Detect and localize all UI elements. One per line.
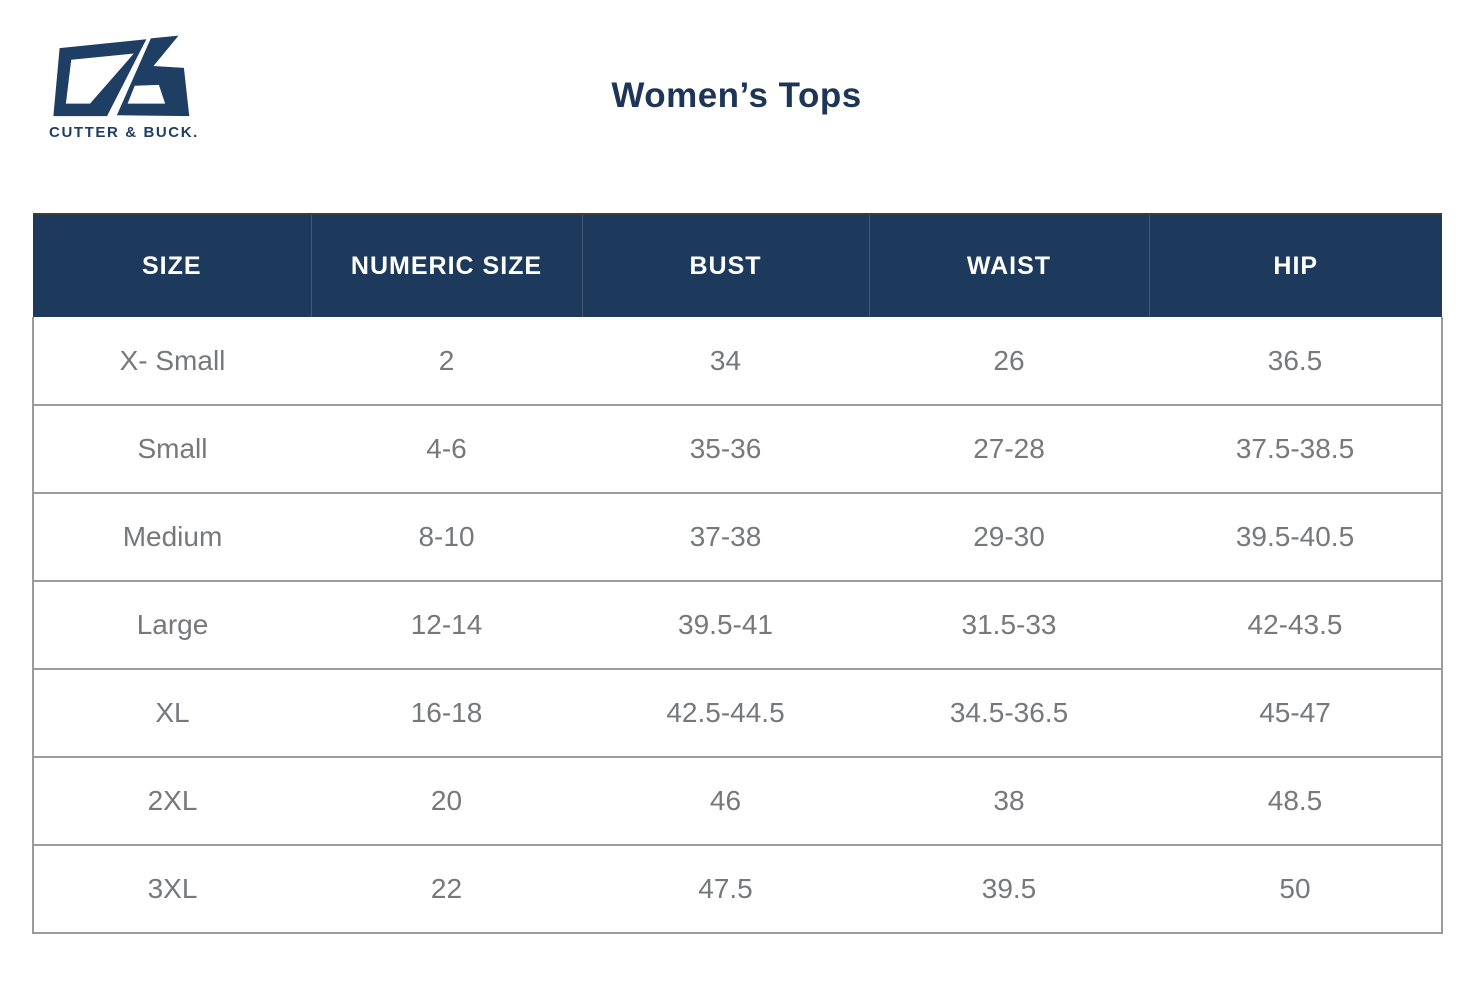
table-cell: 20 [311, 757, 582, 846]
table-cell: 29-30 [869, 493, 1149, 582]
table-cell: 46 [582, 757, 869, 846]
table-cell: 37-38 [582, 493, 869, 582]
table-cell: 4-6 [311, 405, 582, 494]
table-cell: Large [32, 581, 311, 670]
table-cell: 27-28 [869, 405, 1149, 494]
header-cell-numeric-size: NUMERIC SIZE [310, 213, 582, 317]
brand-logo: CUTTER & BUCK. [46, 30, 202, 141]
table-cell: 22 [311, 845, 582, 934]
header-cell-hip: HIP [1148, 213, 1442, 317]
table-cell: 8-10 [311, 493, 582, 582]
page-title: Women’s Tops [611, 76, 862, 115]
table-cell: XL [32, 669, 311, 758]
table-row: 3XL 22 47.5 39.5 50 [32, 845, 1443, 934]
table-cell: 38 [869, 757, 1149, 846]
table-cell: 39.5-41 [582, 581, 869, 670]
table-cell: 39.5-40.5 [1149, 493, 1443, 582]
table-header-row: SIZE NUMERIC SIZE BUST WAIST HIP [33, 213, 1442, 317]
table-cell: Small [32, 405, 311, 494]
cb-monogram-icon [53, 35, 190, 117]
table-cell: 26 [869, 317, 1149, 406]
table-cell: 47.5 [582, 845, 869, 934]
table-cell: 12-14 [311, 581, 582, 670]
table-cell: 2XL [32, 757, 311, 846]
table-cell: X- Small [32, 317, 311, 406]
table-body: X- Small 2 34 26 36.5 Small 4-6 35-36 27… [32, 317, 1443, 934]
table-cell: 34.5-36.5 [869, 669, 1149, 758]
table-cell: 48.5 [1149, 757, 1443, 846]
table-row: X- Small 2 34 26 36.5 [32, 317, 1443, 406]
brand-wordmark: CUTTER & BUCK. [49, 124, 199, 141]
table-cell: 37.5-38.5 [1149, 405, 1443, 494]
header-cell-size: SIZE [33, 213, 311, 317]
table-cell: 16-18 [311, 669, 582, 758]
table-row: Large 12-14 39.5-41 31.5-33 42-43.5 [32, 581, 1443, 670]
size-table: SIZE NUMERIC SIZE BUST WAIST HIP X- Smal… [32, 213, 1443, 934]
header-cell-waist: WAIST [868, 213, 1149, 317]
table-cell: 42-43.5 [1149, 581, 1443, 670]
table-cell: 35-36 [582, 405, 869, 494]
table-cell: Medium [32, 493, 311, 582]
table-cell: 36.5 [1149, 317, 1443, 406]
table-header: SIZE NUMERIC SIZE BUST WAIST HIP [33, 213, 1442, 317]
table-cell: 31.5-33 [869, 581, 1149, 670]
table-cell: 3XL [32, 845, 311, 934]
table-row: Small 4-6 35-36 27-28 37.5-38.5 [32, 405, 1443, 494]
table-cell: 42.5-44.5 [582, 669, 869, 758]
table-row: XL 16-18 42.5-44.5 34.5-36.5 45-47 [32, 669, 1443, 758]
table-row: 2XL 20 46 38 48.5 [32, 757, 1443, 846]
table-cell: 2 [311, 317, 582, 406]
table-cell: 45-47 [1149, 669, 1443, 758]
table-cell: 34 [582, 317, 869, 406]
table-cell: 39.5 [869, 845, 1149, 934]
table-cell: 50 [1149, 845, 1443, 934]
table-row: Medium 8-10 37-38 29-30 39.5-40.5 [32, 493, 1443, 582]
size-table-container: SIZE NUMERIC SIZE BUST WAIST HIP X- Smal… [32, 213, 1443, 934]
header-cell-bust: BUST [581, 213, 869, 317]
